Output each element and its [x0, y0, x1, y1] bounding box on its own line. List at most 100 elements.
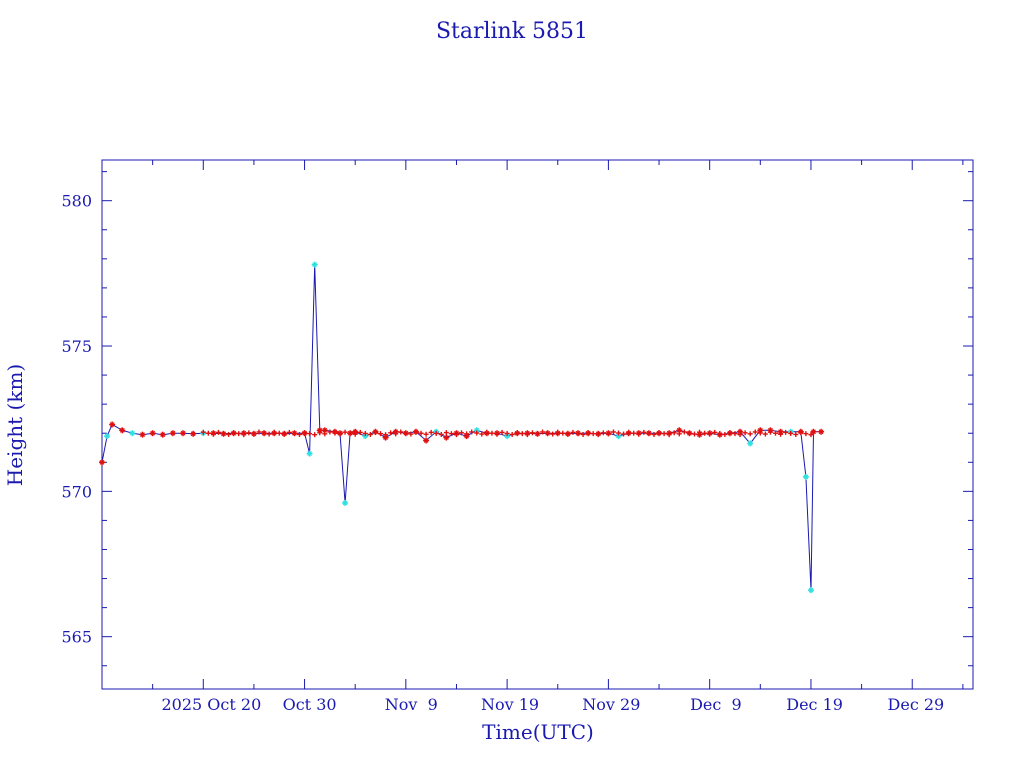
y-tick-label: 575 — [61, 337, 92, 356]
marker-red — [139, 431, 146, 438]
marker-red — [438, 431, 444, 437]
x-tick-label: Nov 9 — [385, 695, 438, 714]
y-tick-labels: 565 570 575 580 — [61, 192, 92, 647]
marker-red — [727, 430, 733, 436]
marker-red — [428, 429, 434, 435]
marker-red — [347, 430, 353, 436]
marker-red — [595, 432, 601, 438]
marker-stroke — [312, 262, 318, 268]
marker-red — [479, 431, 485, 437]
marker-red — [261, 430, 267, 436]
marker-red — [352, 431, 358, 437]
marker-red — [762, 431, 768, 437]
marker-red — [671, 430, 677, 436]
marker-red — [281, 431, 287, 437]
marker-red — [560, 430, 566, 436]
marker-red — [443, 430, 449, 436]
marker-red — [226, 431, 232, 437]
marker-stroke — [504, 433, 510, 439]
marker-red — [524, 432, 530, 438]
marker-red — [570, 429, 576, 435]
marker-red — [190, 430, 197, 437]
marker-red — [362, 430, 368, 436]
markers-group — [99, 261, 825, 594]
marker-stroke — [104, 433, 110, 439]
marker-red — [504, 430, 510, 436]
marker-red — [271, 429, 277, 435]
marker-cyan — [342, 499, 349, 506]
marker-stroke — [443, 435, 449, 441]
marker-red — [555, 429, 561, 435]
marker-stroke — [99, 459, 105, 465]
marker-red — [383, 432, 389, 438]
x-tick-label: Nov 29 — [582, 695, 640, 714]
marker-red — [778, 431, 784, 437]
marker-cyan — [747, 440, 754, 447]
marker-red — [676, 427, 683, 434]
marker-red — [616, 430, 622, 436]
marker-red — [808, 432, 814, 438]
marker-cyan — [311, 261, 318, 268]
marker-red — [610, 429, 616, 435]
marker-red — [767, 429, 773, 435]
marker-red — [367, 431, 373, 437]
marker-red — [565, 431, 571, 437]
marker-stroke — [818, 429, 824, 435]
marker-stroke — [362, 433, 368, 439]
marker-red — [605, 431, 611, 437]
marker-red — [810, 428, 817, 435]
marker-red — [231, 430, 237, 436]
plot-frame — [101, 159, 974, 690]
marker-red — [423, 431, 429, 437]
marker-stroke — [342, 500, 348, 506]
marker-red — [423, 437, 430, 444]
marker-stroke — [140, 432, 145, 438]
marker-red — [149, 430, 156, 437]
marker-red — [519, 431, 525, 437]
marker-red — [656, 430, 662, 436]
marker-stroke — [322, 427, 328, 433]
marker-stroke — [150, 430, 156, 436]
marker-red — [393, 431, 399, 437]
marker-red — [291, 430, 297, 436]
marker-stroke — [170, 430, 176, 436]
marker-red — [686, 430, 692, 436]
marker-cyan — [104, 433, 111, 440]
y-tick-label: 570 — [61, 482, 92, 501]
marker-red — [514, 430, 520, 436]
marker-red — [109, 421, 116, 428]
marker-red — [697, 429, 703, 435]
marker-red — [732, 431, 738, 437]
marker-red — [169, 430, 176, 437]
marker-red — [312, 432, 318, 438]
marker-cyan — [129, 430, 136, 437]
series-line-group — [101, 264, 822, 591]
marker-red — [286, 429, 292, 435]
marker-stroke — [474, 427, 480, 433]
marker-red — [327, 429, 333, 435]
marker-red — [251, 431, 257, 437]
marker-red — [626, 429, 632, 435]
marker-red — [717, 430, 723, 436]
marker-red — [321, 427, 328, 434]
marker-stroke — [190, 431, 196, 437]
marker-stroke — [129, 430, 135, 436]
marker-red — [702, 430, 708, 436]
marker-red — [307, 431, 313, 437]
marker-red — [433, 430, 439, 436]
marker-stroke — [109, 422, 115, 427]
marker-red — [773, 430, 779, 436]
marker-red — [256, 429, 262, 435]
marker-cyan — [802, 473, 809, 480]
marker-red — [590, 431, 596, 437]
x-tick-label: Dec 29 — [888, 695, 945, 714]
marker-red — [575, 430, 581, 436]
marker-red — [276, 430, 282, 436]
marker-stroke — [180, 430, 186, 436]
marker-red — [585, 430, 591, 436]
marker-red — [418, 430, 424, 436]
marker-red — [302, 430, 308, 436]
marker-stroke — [307, 451, 313, 456]
marker-red — [540, 429, 546, 435]
